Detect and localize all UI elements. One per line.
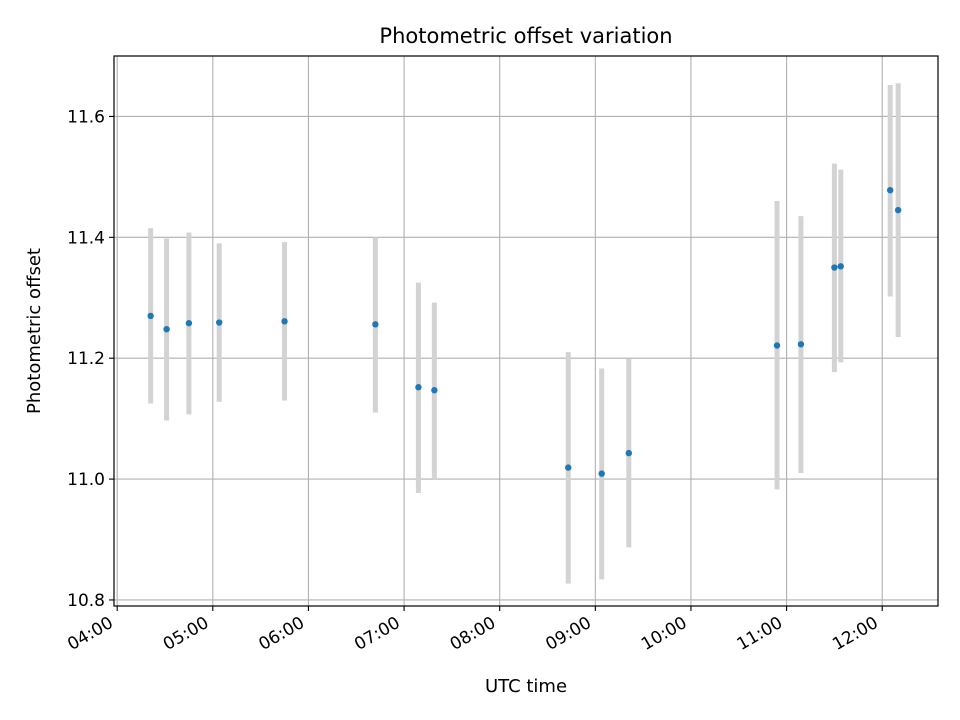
y-tick-label: 11.2 <box>67 349 105 369</box>
data-point <box>831 264 838 271</box>
data-point <box>215 319 223 326</box>
y-tick-label: 11.6 <box>67 107 105 127</box>
y-axis-ticks: 10.8 11.0 11.2 11.4 11.6 <box>67 107 114 611</box>
y-tick-label: 10.8 <box>67 591 105 611</box>
data-point <box>415 384 422 391</box>
data-point <box>431 387 438 394</box>
data-point <box>147 312 154 320</box>
data-point <box>281 318 288 325</box>
chart-title: Photometric offset variation <box>379 24 672 48</box>
data-point <box>894 206 902 214</box>
data-point <box>773 342 781 349</box>
data-point <box>598 470 605 477</box>
data-point <box>163 325 170 333</box>
plot-frame <box>113 55 939 607</box>
data-point <box>185 319 193 327</box>
data-point <box>372 321 379 328</box>
y-axis-label: Photometric offset <box>24 248 45 414</box>
y-tick-label: 11.4 <box>67 228 105 248</box>
x-axis-label: UTC time <box>485 676 567 697</box>
data-points <box>147 186 902 477</box>
data-point <box>565 464 572 471</box>
data-point <box>886 186 894 194</box>
data-point <box>837 263 844 270</box>
y-tick-label: 11.0 <box>67 470 105 490</box>
data-point <box>797 341 805 348</box>
data-point <box>625 449 633 457</box>
